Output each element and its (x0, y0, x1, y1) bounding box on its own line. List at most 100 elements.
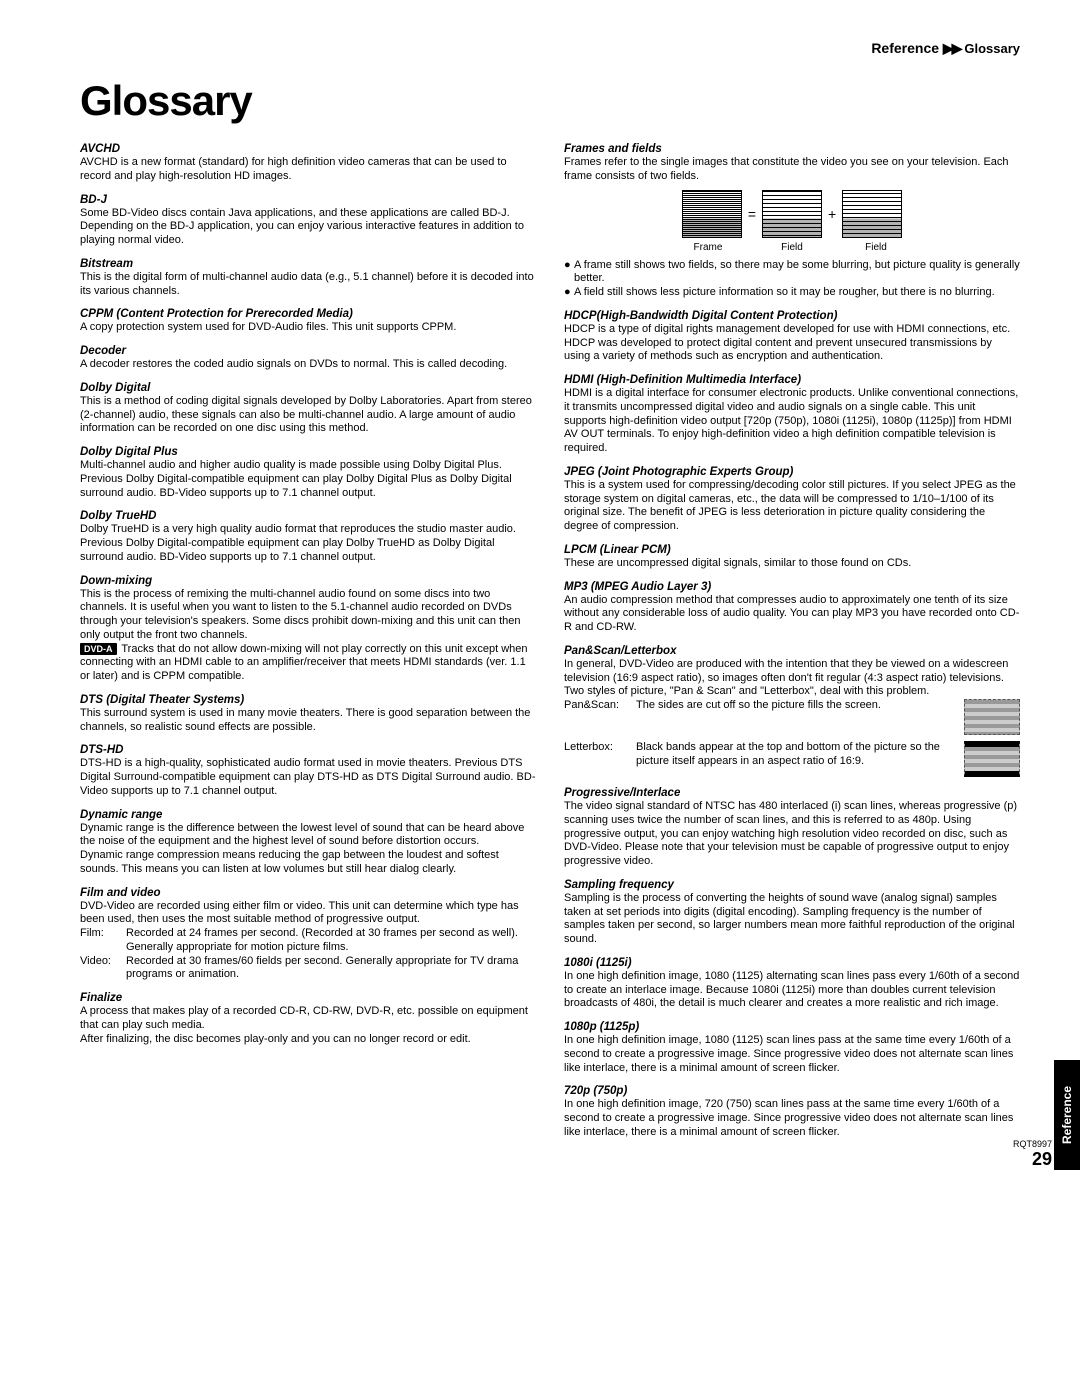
glossary-entry: Frames and fieldsFrames refer to the sin… (564, 143, 1020, 300)
glossary-definition: HDMI is a digital interface for consumer… (564, 387, 1020, 456)
panscan-key: Letterbox: (564, 741, 628, 777)
glossary-entry: BD-JSome BD-Video discs contain Java app… (80, 194, 536, 248)
panscan-value: The sides are cut off so the picture fil… (636, 699, 956, 735)
glossary-entry: Dolby DigitalThis is a method of coding … (80, 382, 536, 436)
glossary-entry: HDCP(High-Bandwidth Digital Content Prot… (564, 310, 1020, 364)
glossary-definition: This is a system used for compressing/de… (564, 479, 1020, 534)
glossary-definition: HDCP is a type of digital rights managem… (564, 323, 1020, 364)
glossary-term: Decoder (80, 345, 536, 357)
column-right: Frames and fieldsFrames refer to the sin… (564, 143, 1020, 1150)
definition-row-value: Recorded at 30 frames/60 fields per seco… (126, 955, 536, 983)
glossary-definition: Frames refer to the single images that c… (564, 156, 1020, 184)
glossary-entry: Film and videoDVD-Video are recorded usi… (80, 887, 536, 983)
glossary-definition: This is the process of remixing the mult… (80, 588, 536, 643)
glossary-term: HDMI (High-Definition Multimedia Interfa… (564, 374, 1020, 386)
glossary-entry: HDMI (High-Definition Multimedia Interfa… (564, 374, 1020, 456)
glossary-entry: 1080i (1125i)In one high definition imag… (564, 957, 1020, 1011)
glossary-entry: Down-mixingThis is the process of remixi… (80, 575, 536, 684)
glossary-entry: BitstreamThis is the digital form of mul… (80, 258, 536, 299)
breadcrumb-ref: Reference (871, 40, 939, 56)
glossary-entry: 720p (750p)In one high definition image,… (564, 1085, 1020, 1139)
glossary-definition: Dolby TrueHD is a very high quality audi… (80, 523, 536, 564)
glossary-definition: DVD-Video are recorded using either film… (80, 900, 536, 928)
glossary-entry: Sampling frequencySampling is the proces… (564, 879, 1020, 947)
definition-row-key: Film: (80, 927, 126, 955)
glossary-definition: The video signal standard of NTSC has 48… (564, 800, 1020, 869)
frame-box (762, 190, 822, 238)
glossary-term: Finalize (80, 992, 536, 1004)
breadcrumb: Reference ▶▶ Glossary (80, 40, 1020, 57)
glossary-definition: Sampling is the process of converting th… (564, 892, 1020, 947)
glossary-definition: In one high definition image, 1080 (1125… (564, 970, 1020, 1011)
frame-label: Field (846, 242, 906, 253)
definition-row-value: Recorded at 24 frames per second. (Recor… (126, 927, 536, 955)
column-left: AVCHDAVCHD is a new format (standard) fo… (80, 143, 536, 1150)
bullet-item: ●A frame still shows two fields, so ther… (564, 259, 1020, 287)
glossary-definition: Dynamic range is the difference between … (80, 822, 536, 877)
doc-code: RQT8997 (1013, 1139, 1052, 1149)
glossary-term: Bitstream (80, 258, 536, 270)
glossary-definition: This is a method of coding digital signa… (80, 395, 536, 436)
glossary-definition: This surround system is used in many mov… (80, 707, 536, 735)
glossary-term: DTS-HD (80, 744, 536, 756)
panscan-row: Pan&Scan:The sides are cut off so the pi… (564, 699, 1020, 735)
glossary-entry: Dolby TrueHDDolby TrueHD is a very high … (80, 510, 536, 564)
glossary-definition: Multi-channel audio and higher audio qua… (80, 459, 536, 500)
glossary-definition: DTS-HD is a high-quality, sophisticated … (80, 757, 536, 798)
glossary-entry: Dolby Digital PlusMulti-channel audio an… (80, 446, 536, 500)
glossary-entry: MP3 (MPEG Audio Layer 3)An audio compres… (564, 581, 1020, 635)
glossary-definition: These are uncompressed digital signals, … (564, 557, 1020, 571)
glossary-term: DTS (Digital Theater Systems) (80, 694, 536, 706)
definition-row: Video:Recorded at 30 frames/60 fields pe… (80, 955, 536, 983)
panscan-row: Letterbox:Black bands appear at the top … (564, 741, 1020, 777)
format-badge: DVD-A (80, 643, 117, 655)
definition-row-key: Video: (80, 955, 126, 983)
glossary-term: Frames and fields (564, 143, 1020, 155)
glossary-term: Progressive/Interlace (564, 787, 1020, 799)
glossary-term: BD-J (80, 194, 536, 206)
glossary-definition: AVCHD is a new format (standard) for hig… (80, 156, 536, 184)
glossary-definition: In general, DVD-Video are produced with … (564, 658, 1020, 699)
breadcrumb-arrows: ▶▶ (943, 40, 961, 56)
glossary-definition: An audio compression method that compres… (564, 594, 1020, 635)
glossary-term: Film and video (80, 887, 536, 899)
bullet-item: ●A field still shows less picture inform… (564, 286, 1020, 300)
glossary-term: Dolby Digital (80, 382, 536, 394)
glossary-term: Dolby TrueHD (80, 510, 536, 522)
glossary-entry: DTS (Digital Theater Systems)This surrou… (80, 694, 536, 735)
frame-diagram: =+ (564, 190, 1020, 238)
glossary-entry: AVCHDAVCHD is a new format (standard) fo… (80, 143, 536, 184)
glossary-entry: CPPM (Content Protection for Prerecorded… (80, 308, 536, 335)
page-number: 29 (1013, 1149, 1052, 1170)
glossary-definition: In one high definition image, 1080 (1125… (564, 1034, 1020, 1075)
breadcrumb-section: Glossary (964, 41, 1020, 56)
glossary-entry: Progressive/InterlaceThe video signal st… (564, 787, 1020, 869)
glossary-term: Down-mixing (80, 575, 536, 587)
glossary-term: AVCHD (80, 143, 536, 155)
glossary-definition: A decoder restores the coded audio signa… (80, 358, 536, 372)
glossary-entry: 1080p (1125p)In one high definition imag… (564, 1021, 1020, 1075)
glossary-definition-extra: DVD-A Tracks that do not allow down-mixi… (80, 643, 536, 684)
glossary-entry: Pan&Scan/LetterboxIn general, DVD-Video … (564, 645, 1020, 777)
glossary-definition: In one high definition image, 720 (750) … (564, 1098, 1020, 1139)
footer: RQT8997 29 (1013, 1139, 1052, 1170)
frame-label: Field (762, 242, 822, 253)
definition-row: Film:Recorded at 24 frames per second. (… (80, 927, 536, 955)
glossary-columns: AVCHDAVCHD is a new format (standard) fo… (80, 143, 1020, 1150)
page-title: Glossary (80, 77, 1020, 125)
glossary-entry: LPCM (Linear PCM)These are uncompressed … (564, 544, 1020, 571)
glossary-term: Sampling frequency (564, 879, 1020, 891)
glossary-entry: Dynamic rangeDynamic range is the differ… (80, 809, 536, 877)
frame-box (842, 190, 902, 238)
glossary-term: 1080i (1125i) (564, 957, 1020, 969)
panscan-key: Pan&Scan: (564, 699, 628, 735)
glossary-entry: DecoderA decoder restores the coded audi… (80, 345, 536, 372)
frame-box (682, 190, 742, 238)
glossary-term: 720p (750p) (564, 1085, 1020, 1097)
glossary-term: LPCM (Linear PCM) (564, 544, 1020, 556)
frame-labels: FrameFieldField (564, 242, 1020, 253)
glossary-definition: This is the digital form of multi-channe… (80, 271, 536, 299)
glossary-term: JPEG (Joint Photographic Experts Group) (564, 466, 1020, 478)
panscan-thumb (964, 741, 1020, 777)
glossary-term: 1080p (1125p) (564, 1021, 1020, 1033)
